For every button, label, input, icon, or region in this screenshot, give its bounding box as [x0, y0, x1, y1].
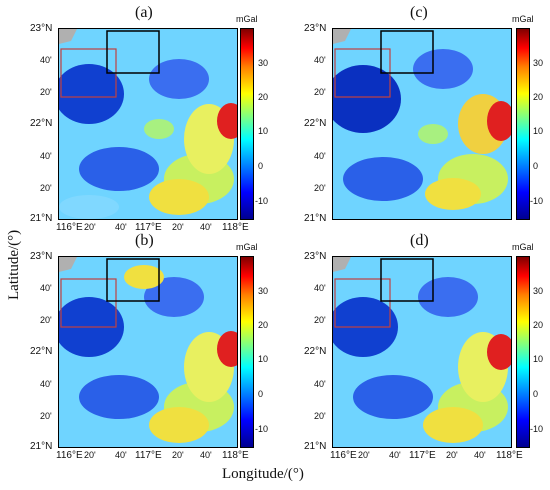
lat-d-21n: 21°N: [304, 441, 327, 452]
lat-a-22n: 22°N: [30, 118, 53, 129]
lat-d-22n: 22°N: [304, 346, 327, 357]
y-axis-title: Latitude/(°): [6, 229, 22, 300]
lat-c-21n: 21°N: [304, 213, 327, 224]
map-d-field: [333, 257, 511, 447]
map-b-field: [59, 257, 237, 447]
cbar-b-tick-neg10: -10: [255, 424, 269, 434]
colorbar-a: [240, 28, 254, 220]
lon-d-20b: 20': [446, 450, 458, 460]
lon-b-118e: 118°E: [222, 450, 249, 461]
cbar-a-tick-0: 0: [258, 161, 264, 171]
lon-b-40: 40': [115, 450, 127, 460]
lon-a-116e: 116°E: [56, 222, 83, 233]
panel-label-b: (b): [135, 232, 154, 249]
lat-a-21n: 21°N: [30, 213, 53, 224]
lat-d-40: 40': [314, 283, 326, 293]
lon-a-40: 40': [115, 222, 127, 232]
lon-b-20b: 20': [172, 450, 184, 460]
lat-a-40b: 40': [40, 151, 52, 161]
lat-a-23n: 23°N: [30, 23, 53, 34]
lon-d-117e: 117°E: [409, 450, 436, 461]
lat-d-20: 20': [314, 315, 326, 325]
colorbar-c: [516, 28, 530, 220]
gravity-map-a: [58, 28, 238, 220]
cbar-a-tick-20: 20: [258, 92, 269, 102]
colorbar-d: [516, 256, 530, 448]
lat-d-20b: 20': [314, 411, 326, 421]
lon-a-20b: 20': [172, 222, 184, 232]
colorbar-unit-c: mGal: [512, 14, 534, 24]
lon-a-20: 20': [84, 222, 96, 232]
cbar-a-tick-neg10: -10: [255, 196, 269, 206]
colorbar-unit-d: mGal: [512, 242, 534, 252]
map-a-field: [59, 29, 237, 219]
lat-d-23n: 23°N: [304, 251, 327, 262]
lat-c-40: 40': [314, 55, 326, 65]
gravity-map-b: [58, 256, 238, 448]
lat-c-40b: 40': [314, 151, 326, 161]
cbar-b-tick-10: 10: [258, 354, 269, 364]
map-c-field: [333, 29, 511, 219]
cbar-c-tick-neg10: -10: [530, 196, 544, 206]
panel-label-c: (c): [410, 4, 428, 21]
x-axis-title: Longitude/(°): [222, 466, 304, 482]
cbar-d-tick-0: 0: [533, 389, 539, 399]
cbar-c-tick-10: 10: [533, 126, 544, 136]
cbar-d-tick-10: 10: [533, 354, 544, 364]
panel-label-a: (a): [135, 4, 153, 21]
lat-a-20: 20': [40, 87, 52, 97]
lon-d-20: 20': [358, 450, 370, 460]
lat-c-20: 20': [314, 87, 326, 97]
lon-d-118e: 118°E: [496, 450, 523, 461]
cbar-c-tick-20: 20: [533, 92, 544, 102]
lat-a-40: 40': [40, 55, 52, 65]
lon-a-118e: 118°E: [222, 222, 249, 233]
lon-d-40: 40': [389, 450, 401, 460]
lon-b-117e: 117°E: [135, 450, 162, 461]
lat-b-40b: 40': [40, 379, 52, 389]
lon-a-117e: 117°E: [135, 222, 162, 233]
cbar-c-tick-30: 30: [533, 58, 544, 68]
lat-b-21n: 21°N: [30, 441, 53, 452]
lat-b-40: 40': [40, 283, 52, 293]
lat-c-22n: 22°N: [304, 118, 327, 129]
colorbar-unit-b: mGal: [236, 242, 258, 252]
lat-b-23n: 23°N: [30, 251, 53, 262]
lon-b-116e: 116°E: [56, 450, 83, 461]
lon-d-40b: 40': [474, 450, 486, 460]
lat-d-40b: 40': [314, 379, 326, 389]
cbar-c-tick-0: 0: [533, 161, 539, 171]
lat-c-20b: 20': [314, 183, 326, 193]
cbar-d-tick-neg10: -10: [530, 424, 544, 434]
panel-label-d: (d): [410, 232, 429, 249]
lat-b-20: 20': [40, 315, 52, 325]
cbar-d-tick-20: 20: [533, 320, 544, 330]
colorbar-b: [240, 256, 254, 448]
colorbar-unit-a: mGal: [236, 14, 258, 24]
gravity-map-c: [332, 28, 512, 220]
lon-d-116e: 116°E: [330, 450, 357, 461]
lon-b-20: 20': [84, 450, 96, 460]
cbar-b-tick-0: 0: [258, 389, 264, 399]
cbar-b-tick-30: 30: [258, 286, 269, 296]
lat-a-20b: 20': [40, 183, 52, 193]
lon-b-40b: 40': [200, 450, 212, 460]
lat-b-22n: 22°N: [30, 346, 53, 357]
gravity-map-d: [332, 256, 512, 448]
cbar-d-tick-30: 30: [533, 286, 544, 296]
cbar-a-tick-30: 30: [258, 58, 269, 68]
lat-c-23n: 23°N: [304, 23, 327, 34]
cbar-b-tick-20: 20: [258, 320, 269, 330]
lat-b-20b: 20': [40, 411, 52, 421]
lon-a-40b: 40': [200, 222, 212, 232]
cbar-a-tick-10: 10: [258, 126, 269, 136]
